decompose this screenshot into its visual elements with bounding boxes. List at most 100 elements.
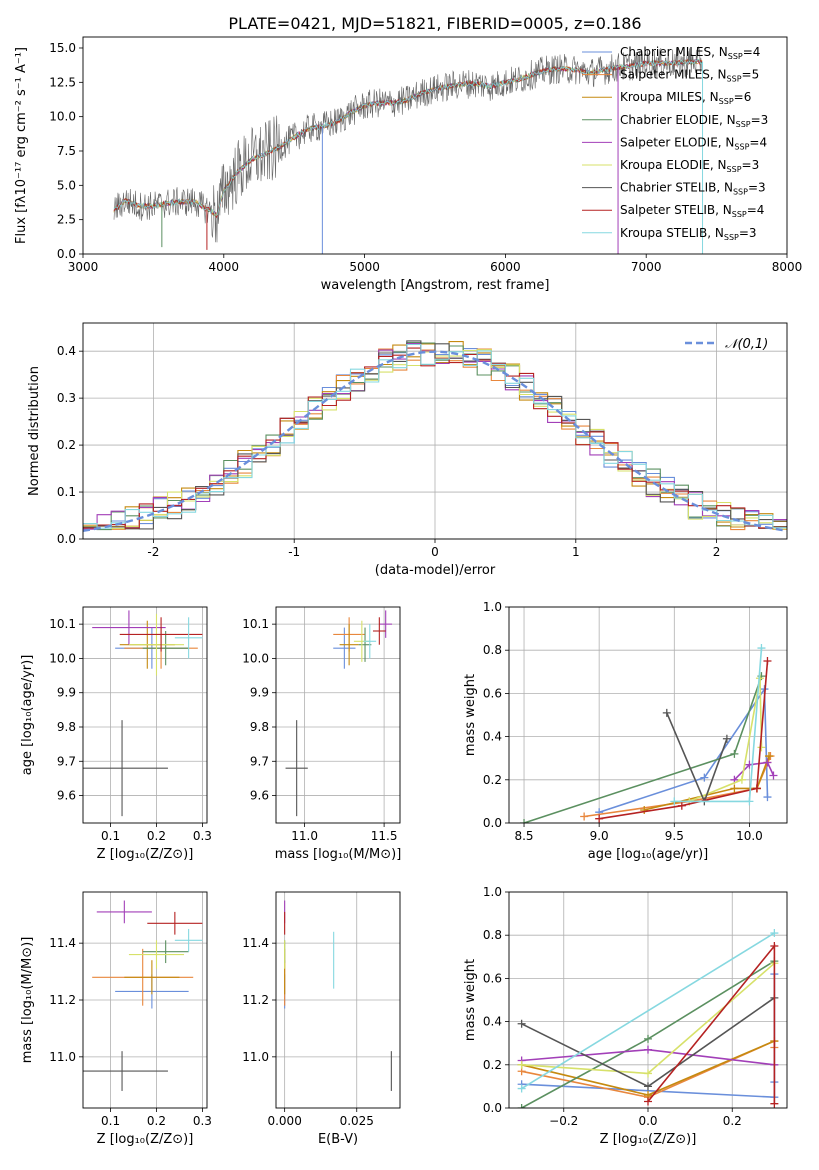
y-axis-label: mass weight <box>463 959 478 1041</box>
y-tick-label: 0.8 <box>483 643 502 657</box>
weight-marker <box>722 734 731 743</box>
x-tick-label: 8.5 <box>514 829 533 843</box>
weight-series <box>688 678 763 803</box>
weight-marker <box>730 749 739 758</box>
weight-marker <box>769 771 778 780</box>
x-tick-label: 9.0 <box>590 829 609 843</box>
y-tick-label: 0.0 <box>57 532 76 546</box>
weight-marker <box>737 775 746 784</box>
y-tick-label: 0.4 <box>57 344 76 358</box>
y-tick-label: 11.4 <box>49 936 76 950</box>
weight-marker <box>700 773 709 782</box>
x-axis-label: (data-model)/error <box>375 563 496 578</box>
legend-label: Salpeter ELODIE, NSSP=4 <box>620 135 767 151</box>
plot-mass-vs-ebv: 0.000 0.025 11.0 11.2 11.4 E(B-V) <box>242 891 401 1147</box>
series-line <box>113 58 703 217</box>
y-tick-label: 10.0 <box>49 110 76 124</box>
x-axis-label: Z [log₁₀(Z/Z⊙)] <box>600 1132 697 1147</box>
series-line <box>113 59 703 216</box>
x-tick-label: 0.1 <box>101 1114 120 1128</box>
weight-series <box>598 686 769 813</box>
axes-frame <box>82 891 208 1109</box>
legend: Chabrier MILES, NSSP=4 Salpeter MILES, NS… <box>582 45 768 242</box>
y-tick-label: 9.6 <box>250 789 269 803</box>
weight-marker <box>644 1069 652 1078</box>
x-axis-label: Z [log₁₀(Z/Z⊙)] <box>97 1132 194 1147</box>
x-tick-label: 0.2 <box>723 1114 742 1128</box>
x-tick-label: 0.1 <box>101 829 120 843</box>
weight-marker <box>730 784 739 793</box>
plot-residuals: -2 -1 0 1 2 0.0 0.1 0.2 0.3 0.4 (data-model)/error… <box>27 322 788 578</box>
x-tick-label: -2 <box>147 545 159 559</box>
weight-series <box>599 660 769 820</box>
weight-marker <box>517 1084 526 1093</box>
legend-label: Chabrier MILES, NSSP=4 <box>620 45 760 61</box>
weight-marker <box>517 1019 526 1028</box>
y-tick-label: 11.2 <box>49 993 76 1007</box>
weight-marker <box>520 819 529 823</box>
normal-curve <box>83 350 787 532</box>
axes-frame <box>82 36 788 255</box>
x-axis-label: age [log₁₀(age/yr)] <box>588 847 709 862</box>
series-line <box>113 59 703 214</box>
weight-marker <box>580 812 589 821</box>
plots-container: 3000 4000 5000 6000 7000 80000.02.55.07.510.0… <box>14 36 803 1147</box>
x-tick-label: 0.000 <box>267 1114 301 1128</box>
y-tick-label: 1.0 <box>483 600 502 614</box>
weight-marker <box>770 929 779 938</box>
x-axis-label: mass [log₁₀(M/M⊙)] <box>275 847 402 862</box>
weight-marker <box>745 797 754 806</box>
x-tick-label: 10.0 <box>736 829 763 843</box>
y-tick-label: 5.0 <box>57 178 76 192</box>
plot-weight-vs-Z: −0.2 0.0 0.2 0.0 0.2 0.4 0.6 0.8 1.0 Z [log₁₀(Z/Z… <box>463 885 788 1147</box>
x-axis-label: Z [log₁₀(Z/Z⊙)] <box>97 847 194 862</box>
y-tick-label: 10.1 <box>242 617 269 631</box>
x-tick-label: 0.3 <box>193 829 212 843</box>
y-tick-label: 0.4 <box>483 1015 502 1029</box>
weight-series <box>521 932 775 1090</box>
plot-area <box>83 340 787 532</box>
weight-marker <box>644 1082 652 1091</box>
plot-area <box>285 610 393 817</box>
weight-marker <box>517 1104 526 1108</box>
weight-marker <box>763 793 772 802</box>
y-tick-label: 11.4 <box>242 936 269 950</box>
y-tick-label: 9.6 <box>57 789 76 803</box>
weight-marker <box>752 784 761 793</box>
x-tick-label: 4000 <box>209 260 240 274</box>
x-tick-label: 0 <box>431 545 439 559</box>
y-axis-label: age [log₁₀(age/yr)] <box>20 655 35 776</box>
x-tick-label: 0.025 <box>340 1114 374 1128</box>
weight-series <box>647 943 776 1104</box>
x-tick-label: 11.0 <box>291 829 318 843</box>
x-tick-label: −0.2 <box>549 1114 578 1128</box>
y-tick-label: 15.0 <box>49 41 76 55</box>
y-axis-label: Flux [fλ10⁻¹⁷ erg cm⁻² s⁻¹ A⁻¹] <box>14 47 29 244</box>
plot-area <box>113 46 704 254</box>
y-tick-label: 0.4 <box>483 730 502 744</box>
plot-area <box>284 900 392 1091</box>
y-tick-label: 10.0 <box>242 651 269 665</box>
legend-label: Chabrier STELIB, NSSP=3 <box>620 181 766 197</box>
y-tick-label: 11.0 <box>49 1050 76 1064</box>
x-tick-label: 7000 <box>631 260 662 274</box>
x-tick-label: 8000 <box>772 260 803 274</box>
y-axis-label: mass [log₁₀(M/M⊙)] <box>20 937 35 1064</box>
y-tick-label: 10.0 <box>49 651 76 665</box>
y-tick-label: 0.2 <box>483 773 502 787</box>
series-line <box>113 58 703 216</box>
figure-title: PLATE=0421, MJD=51821, FIBERID=0005, z=0… <box>228 14 641 33</box>
legend-label: Chabrier ELODIE, NSSP=3 <box>620 113 768 129</box>
y-axis-label: Normed distribution <box>27 366 42 496</box>
weight-marker <box>770 942 779 950</box>
axes-frame <box>275 606 401 824</box>
y-tick-label: 0.0 <box>483 816 502 830</box>
y-axis-label: mass weight <box>463 674 478 756</box>
legend: 𝒩(0,1) <box>685 337 768 352</box>
y-tick-label: 1.0 <box>483 885 502 899</box>
plot-area <box>83 900 203 1091</box>
x-tick-label: 5000 <box>349 260 380 274</box>
x-tick-label: 0.3 <box>193 1114 212 1128</box>
y-tick-label: 0.6 <box>483 971 502 985</box>
